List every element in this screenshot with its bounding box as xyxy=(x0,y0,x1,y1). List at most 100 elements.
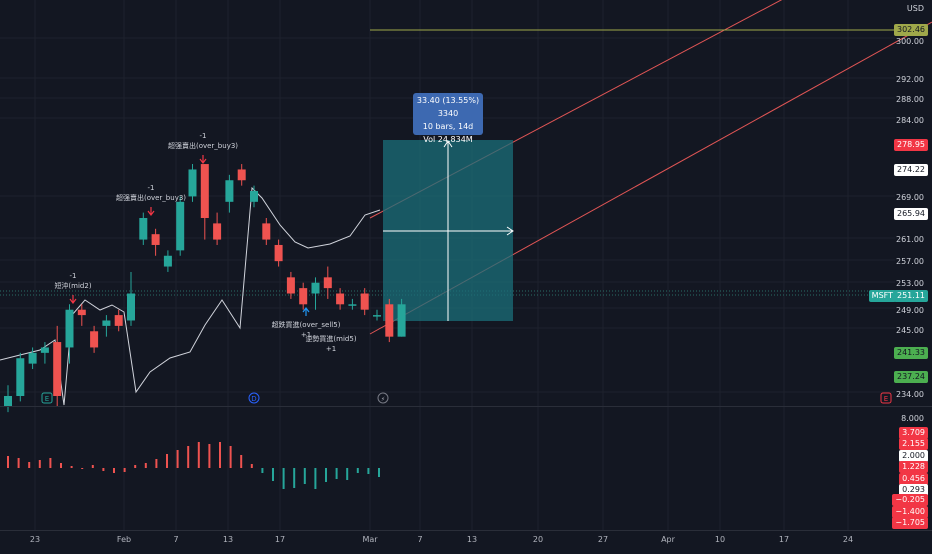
time-tick: 27 xyxy=(597,535,609,544)
candle-body xyxy=(102,320,111,326)
candle-body xyxy=(323,277,332,289)
time-tick: 10 xyxy=(714,535,726,544)
histogram-bar xyxy=(49,458,52,468)
time-tick: 20 xyxy=(532,535,544,544)
histogram-bar xyxy=(378,468,380,477)
indicator-value-tag[interactable]: −1.400 xyxy=(892,506,928,518)
time-tick: 13 xyxy=(222,535,234,544)
annotation-1-text: 短沖(mid2) xyxy=(54,281,91,290)
annotation-2-text: 超强賣出(over_buy3) xyxy=(116,193,186,202)
candle-body xyxy=(200,164,209,218)
pane-separator[interactable] xyxy=(0,406,932,407)
histogram-bar xyxy=(240,455,243,468)
time-tick: Apr xyxy=(661,535,675,544)
candle-body xyxy=(385,304,394,337)
time-tick: 7 xyxy=(173,535,179,544)
indicator-value-tag[interactable]: 1.228 xyxy=(899,461,928,473)
pane-e-marker[interactable]: E xyxy=(884,395,888,403)
symbol-price-tag[interactable]: 251.11 xyxy=(894,290,928,302)
candle-body xyxy=(28,352,37,364)
level-tag-red[interactable]: 278.95 xyxy=(894,139,928,151)
histogram-bar xyxy=(261,468,264,473)
indicator-value-tag[interactable]: 0.293 xyxy=(899,484,928,496)
histogram-bar xyxy=(197,442,200,468)
split-marker[interactable]: ⚡ xyxy=(381,396,385,403)
price-tick: 284.00 xyxy=(896,116,924,125)
histogram-bar xyxy=(81,468,84,469)
candle-body xyxy=(40,347,49,353)
indicator-value-tag[interactable]: 2.000 xyxy=(899,450,928,462)
measure-bars: 10 bars, 14d xyxy=(422,122,474,131)
candle-body xyxy=(77,309,86,316)
price-tick: 300.00 xyxy=(896,37,924,46)
histogram-bar xyxy=(356,468,359,473)
time-tick: Feb xyxy=(116,535,132,544)
price-tick: 257.00 xyxy=(896,257,924,266)
earnings-marker[interactable]: E xyxy=(45,395,49,403)
price-tick: 292.00 xyxy=(896,75,924,84)
indicator-value-tag[interactable]: 3.709 xyxy=(899,427,928,439)
currency-label[interactable]: USD xyxy=(906,4,924,13)
sell-arrow-icon xyxy=(147,207,155,216)
dividend-marker[interactable]: D xyxy=(251,395,256,403)
level-tag-yellow[interactable]: 302.46 xyxy=(894,24,928,36)
time-tick: 17 xyxy=(274,535,286,544)
level-tag-gray-1[interactable]: 274.22 xyxy=(894,164,928,176)
histogram-bar xyxy=(60,463,62,468)
measure-tooltip: 33.40 (13.55%) 3340 10 bars, 14d Vol 24.… xyxy=(413,93,483,144)
candle-body xyxy=(360,293,369,310)
candle-body xyxy=(286,277,295,294)
measure-volume: Vol 24.834M xyxy=(423,135,473,144)
histogram-bar xyxy=(7,456,9,468)
indicator-value-tag[interactable]: 0.456 xyxy=(899,473,928,485)
indicator-value-tag[interactable]: 2.155 xyxy=(899,438,928,450)
indicator-histogram xyxy=(7,442,380,489)
histogram-bar xyxy=(293,468,296,488)
annotation-5-text: +1 xyxy=(326,345,336,353)
indicator-value-tag[interactable]: −0.205 xyxy=(892,494,928,506)
histogram-bar xyxy=(272,468,274,481)
event-markers[interactable]: E D ⚡ E xyxy=(41,392,892,404)
annotation-4-label: 超跌買進(over_sell5) xyxy=(272,320,341,329)
histogram-bar xyxy=(123,468,126,472)
candle-body xyxy=(250,191,258,202)
candle-body xyxy=(53,342,62,396)
measure-change: 33.40 (13.55%) 3340 xyxy=(416,96,480,118)
time-tick: 7 xyxy=(417,535,423,544)
histogram-bar xyxy=(219,442,221,468)
histogram-bar xyxy=(187,446,190,468)
indicator-value-tag[interactable]: −1.705 xyxy=(892,517,928,529)
candle-body xyxy=(274,244,283,262)
histogram-bar xyxy=(28,462,31,468)
candle-body xyxy=(114,315,123,326)
annotation-5-label: 逆勢買進(mid5) xyxy=(305,334,356,343)
level-tag-green-1[interactable]: 241.33 xyxy=(894,347,928,359)
histogram-bar xyxy=(17,458,20,468)
candle-body xyxy=(139,218,148,240)
histogram-bar xyxy=(91,465,94,468)
measure-up-arrowhead xyxy=(443,140,453,148)
histogram-bar xyxy=(367,468,370,474)
price-tick: 249.00 xyxy=(896,306,924,315)
histogram-bar xyxy=(166,454,168,468)
symbol-tag[interactable]: MSFT xyxy=(868,290,896,302)
candle-body xyxy=(127,293,135,321)
time-axis-separator xyxy=(0,530,932,531)
candlesticks xyxy=(4,164,406,413)
annotation-3-text: 超强賣出(over_buy3) xyxy=(168,141,238,150)
histogram-bar xyxy=(155,459,158,468)
annotation-3-label: -1 xyxy=(200,132,207,140)
level-tag-green-2[interactable]: 237.24 xyxy=(894,371,928,383)
signal-markers xyxy=(69,155,310,316)
histogram-bar xyxy=(282,468,285,489)
candle-body xyxy=(348,304,357,306)
candle-body xyxy=(151,234,160,245)
candle-body xyxy=(176,201,185,251)
candle-body xyxy=(336,293,345,305)
level-tag-gray-2[interactable]: 265.94 xyxy=(894,208,928,220)
price-tick: 288.00 xyxy=(896,95,924,104)
sell-arrow-icon xyxy=(69,295,77,304)
measure-right-arrowhead xyxy=(506,226,514,236)
